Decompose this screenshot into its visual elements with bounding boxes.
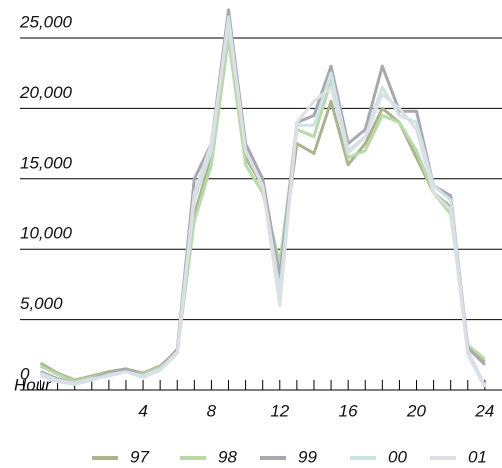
x-tick-label: 4 [138,401,147,420]
series-line [39,22,487,388]
y-tick-label: 10,000 [20,224,73,243]
y-tick-label: 5,000 [20,294,63,313]
x-tick-label: 16 [339,401,358,420]
series-line [39,8,486,385]
x-tick-label: 8 [207,401,217,420]
legend-label: 01 [468,447,487,466]
legend-label: 98 [218,447,237,466]
series-line [39,29,486,382]
series-line [39,36,486,384]
y-tick-label: 15,000 [20,153,73,172]
series-line [40,15,487,387]
y-tick-label: 25,000 [19,12,73,31]
legend-label: 97 [130,447,149,466]
y-tick-label: 20,000 [19,83,73,102]
x-tick-label: 24 [474,401,494,420]
legend-label: 99 [298,447,317,466]
y-tick-label: 0 [20,364,30,383]
x-tick-label: 20 [406,401,426,420]
x-tick-label: 12 [270,401,289,420]
legend-label: 00 [388,447,407,466]
